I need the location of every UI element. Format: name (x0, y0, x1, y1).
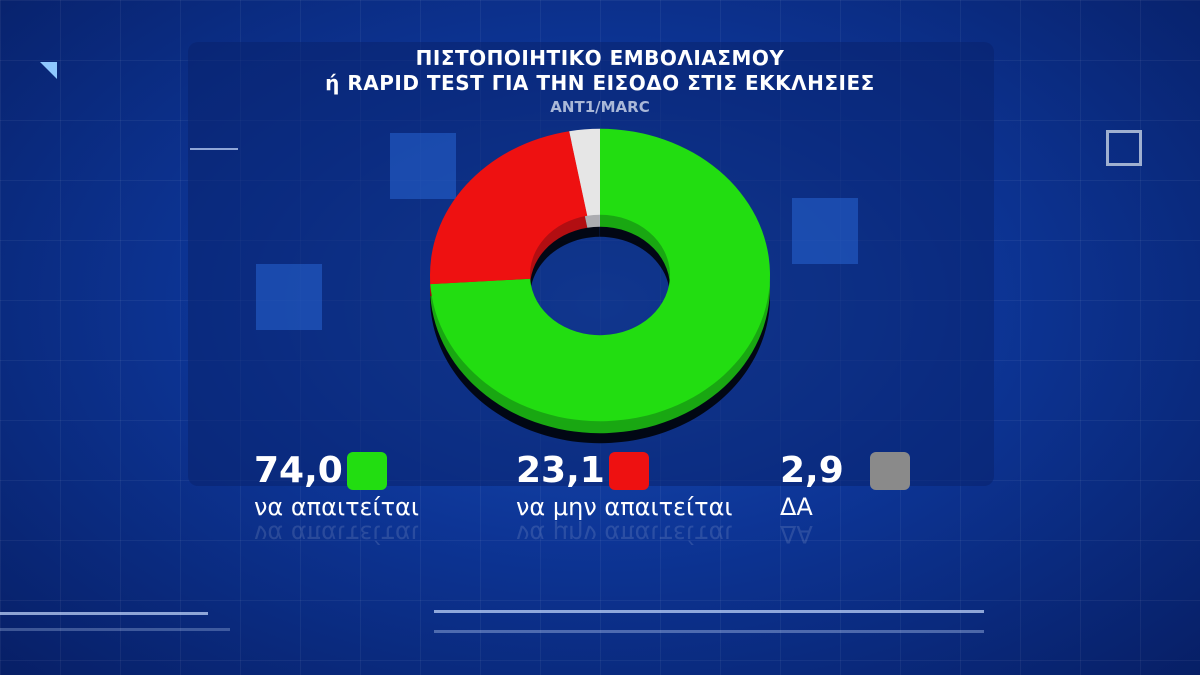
legend-swatch (346, 451, 387, 490)
legend-swatch (869, 451, 910, 490)
legend-value: 2,9 (780, 450, 844, 491)
legend-reflection: ΔΑ (780, 520, 813, 548)
legend-label: να απαιτείται (254, 493, 419, 521)
legend-item: 23,1 να μην απαιτείται (516, 450, 733, 521)
chart-source: ANT1/MARC (550, 98, 650, 116)
legend-reflection: να απαιτείται (254, 520, 419, 548)
legend-reflection: να μην απαιτείται (516, 520, 733, 548)
legend-swatch (608, 451, 649, 490)
decor-line (434, 610, 984, 613)
decor-line (0, 612, 208, 615)
donut-slice (569, 128, 600, 216)
chart-title-line1: ΠΙΣΤΟΠΟΙΗΤΙΚΟ ΕΜΒΟΛΙΑΣΜΟΥ (415, 46, 785, 70)
legend-value: 23,1 (516, 450, 605, 491)
decor-line (434, 630, 984, 633)
legend-value: 74,0 (254, 450, 343, 491)
legend-item: 2,9 ΔΑ (780, 450, 910, 521)
decor-line (190, 148, 238, 150)
legend-item: 74,0 να απαιτείται (254, 450, 419, 521)
decor-square (390, 133, 456, 199)
donut-slice (430, 131, 588, 285)
corner-triangle-icon (40, 62, 57, 79)
legend-label: ΔΑ (780, 493, 813, 521)
square-outline-icon (1106, 130, 1142, 166)
legend-label: να μην απαιτείται (516, 493, 733, 521)
decor-line (0, 628, 230, 631)
chart-title-line2: ή RAPID TEST ΓΙΑ ΤΗΝ ΕΙΣΟΔΟ ΣΤΙΣ ΕΚΚΛΗΣΙ… (325, 71, 875, 95)
decor-square (256, 264, 322, 330)
decor-square (792, 198, 858, 264)
donut-slice (430, 128, 770, 422)
